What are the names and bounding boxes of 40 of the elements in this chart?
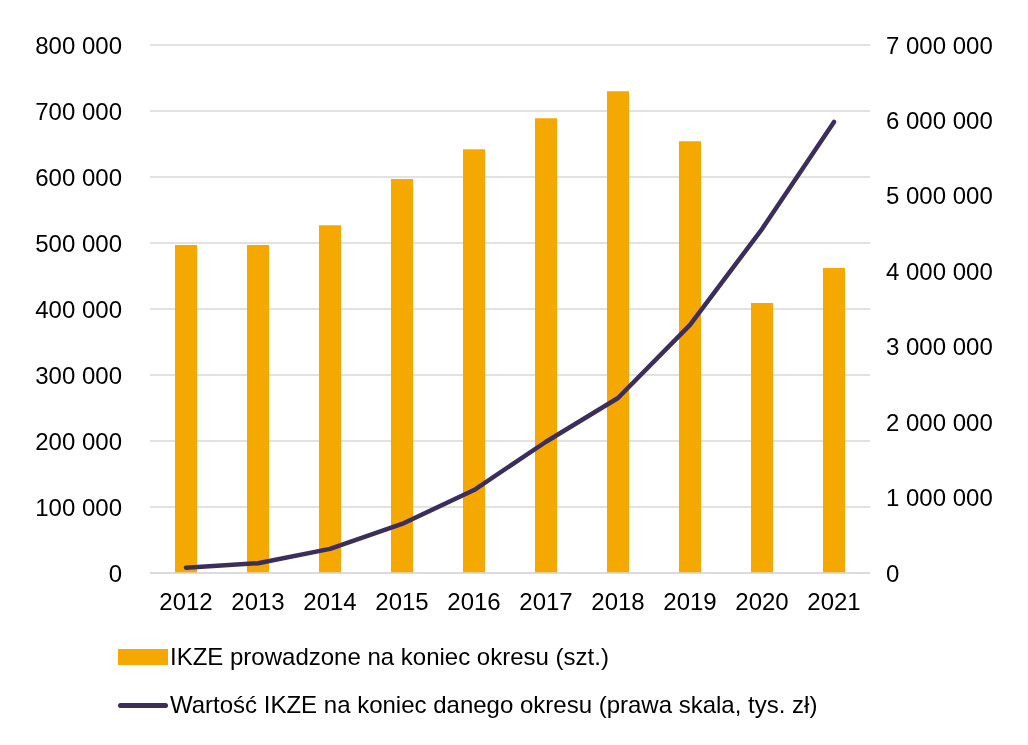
y-tick-label: 0 — [108, 559, 122, 587]
bar — [607, 91, 629, 573]
y2-tick-label: 4 000 000 — [886, 257, 993, 285]
y2-tick-label: 1 000 000 — [886, 484, 993, 512]
y-tick-label: 700 000 — [35, 97, 122, 125]
y2-tick-label: 6 000 000 — [886, 106, 993, 134]
bar — [463, 149, 485, 573]
x-tick-label: 2013 — [231, 588, 285, 616]
bar — [247, 244, 269, 573]
y-tick-label: 300 000 — [35, 361, 122, 389]
bar — [751, 303, 773, 573]
x-tick-label: 2014 — [303, 588, 357, 616]
x-tick-label: 2018 — [591, 588, 645, 616]
bar — [679, 141, 701, 573]
y-tick-label: 600 000 — [35, 163, 122, 191]
y2-tick-label: 5 000 000 — [886, 182, 993, 210]
y-tick-label: 400 000 — [35, 295, 122, 323]
y-tick-label: 100 000 — [35, 493, 122, 521]
y-tick-label: 500 000 — [35, 229, 122, 257]
bar — [823, 268, 845, 573]
x-tick-label: 2020 — [735, 588, 789, 616]
y2-tick-label: 7 000 000 — [886, 31, 993, 59]
x-tick-label: 2021 — [807, 588, 861, 616]
bar — [319, 225, 341, 573]
x-tick-label: 2015 — [375, 588, 429, 616]
x-tick-label: 2017 — [519, 588, 573, 616]
y-tick-label: 200 000 — [35, 427, 122, 455]
legend-label: Wartość IKZE na koniec danego okresu (prawa skala, tys. zł) — [170, 691, 818, 719]
x-tick-label: 2016 — [447, 588, 501, 616]
x-tick-label: 2012 — [159, 588, 213, 616]
bar — [391, 178, 413, 573]
y-tick-label: 800 000 — [35, 31, 122, 59]
bar — [535, 118, 557, 573]
x-tick-label: 2019 — [663, 588, 717, 616]
y2-tick-label: 3 000 000 — [886, 333, 993, 361]
y2-tick-label: 0 — [886, 559, 900, 587]
y2-tick-label: 2 000 000 — [886, 408, 993, 436]
bar — [175, 244, 197, 573]
line-series — [183, 119, 837, 570]
legend-label: IKZE prowadzone na koniec okresu (szt.) — [170, 643, 609, 671]
